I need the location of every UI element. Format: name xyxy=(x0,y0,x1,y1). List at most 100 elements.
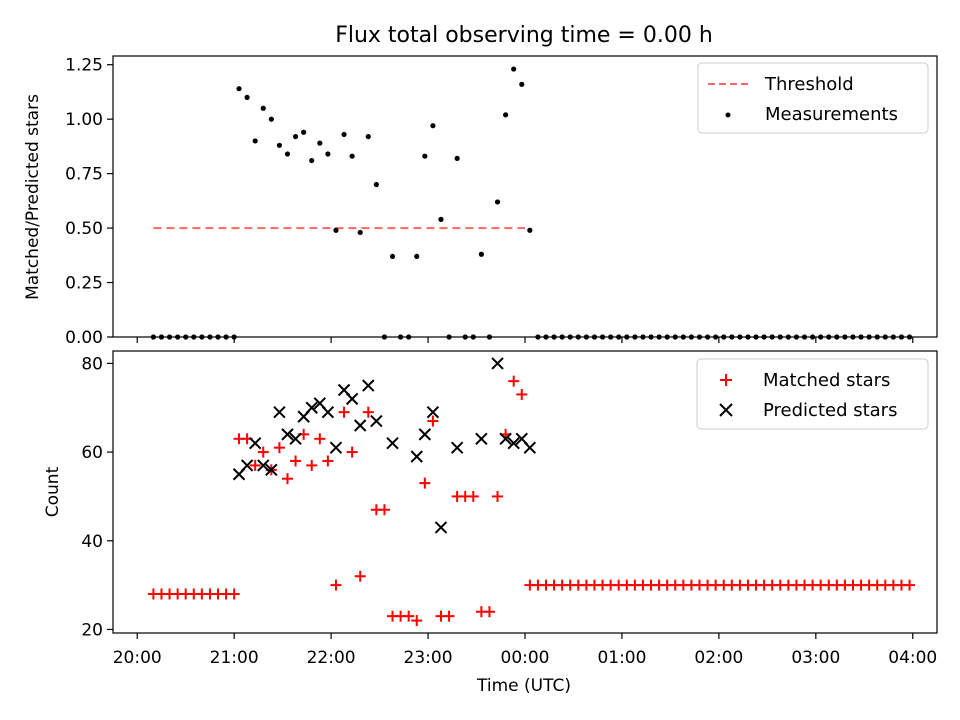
measurements-legend-swatch xyxy=(725,112,731,118)
measurement-point xyxy=(260,105,266,111)
measurement-point xyxy=(365,133,371,140)
matched-legend-label: Matched stars xyxy=(763,370,890,391)
predicted-point xyxy=(450,441,464,454)
predicted-point xyxy=(281,428,294,441)
ratio-y-tick-label: 0.25 xyxy=(65,274,103,294)
threshold-legend-label: Threshold xyxy=(764,74,854,95)
ratio-y-tick-label: 0.00 xyxy=(65,328,103,348)
predicted-point xyxy=(523,441,537,454)
measurement-point xyxy=(325,151,331,157)
predicted-legend-label: Predicted stars xyxy=(763,400,897,421)
ratio-y-label: Matched/Predicted stars xyxy=(23,94,43,300)
matched-point xyxy=(281,473,293,485)
predicted-point xyxy=(434,521,448,534)
matched-point xyxy=(257,446,269,458)
measurement-point xyxy=(292,133,299,140)
matched-point xyxy=(228,588,240,600)
matched-point xyxy=(330,579,342,591)
count-x-tick-label: 00:00 xyxy=(501,648,550,668)
count-y-tick-label: 20 xyxy=(81,620,103,640)
ratio-y-tick-label: 1.25 xyxy=(65,56,103,76)
measurement-point xyxy=(349,153,355,159)
predicted-legend-swatch xyxy=(719,403,733,417)
measurement-point xyxy=(284,151,291,157)
x-axis-label: Time (UTC) xyxy=(476,676,571,696)
count-y-ticks: 20 40 60 80 xyxy=(81,354,113,640)
count-x-tick-label: 04:00 xyxy=(888,648,937,668)
ratio-y-tick-label: 0.75 xyxy=(65,165,103,185)
predicted-point xyxy=(240,459,254,472)
predicted-point xyxy=(370,414,383,428)
measurement-point xyxy=(268,116,274,122)
count-legend: Matched stars Predicted stars xyxy=(696,358,929,430)
matched-point xyxy=(443,610,455,622)
matched-point xyxy=(483,606,495,618)
ratio-panel-frame xyxy=(112,55,938,338)
matched-point xyxy=(403,610,415,622)
count-x-tick-label: 20:00 xyxy=(113,648,162,668)
matched-point xyxy=(427,415,439,427)
predicted-points xyxy=(232,357,537,534)
matched-point xyxy=(411,615,423,627)
matched-point xyxy=(378,504,390,516)
predicted-point xyxy=(410,450,423,463)
measurement-point xyxy=(333,227,339,233)
measurement-point xyxy=(519,81,525,87)
matched-point xyxy=(273,442,285,454)
matched-point xyxy=(338,406,350,418)
predicted-point xyxy=(353,419,367,432)
predicted-point xyxy=(273,405,286,419)
count-y-tick-label: 80 xyxy=(81,354,103,374)
count-x-tick-label: 21:00 xyxy=(210,648,259,668)
matched-point xyxy=(290,455,302,467)
count-y-tick-label: 60 xyxy=(81,443,103,463)
measurement-point xyxy=(389,253,396,260)
measurements-legend-label: Measurements xyxy=(765,104,898,125)
measurement-point xyxy=(309,157,315,164)
predicted-point xyxy=(426,405,440,419)
predicted-point xyxy=(499,432,512,445)
predicted-point xyxy=(418,428,432,441)
predicted-point xyxy=(257,459,270,472)
predicted-point xyxy=(491,357,504,370)
matched-point xyxy=(346,446,358,458)
count-x-tick-label: 23:00 xyxy=(404,648,453,668)
count-x-tick-label: 01:00 xyxy=(597,648,646,668)
matched-point xyxy=(306,459,318,471)
chart-title: Flux total observing time = 0.00 h xyxy=(335,23,713,48)
measurement-point xyxy=(422,153,428,159)
matched-point xyxy=(516,388,528,400)
measurement-point xyxy=(438,216,444,222)
count-x-tick-label: 03:00 xyxy=(791,648,840,668)
matched-point xyxy=(249,459,261,471)
count-legend-box xyxy=(696,358,929,430)
count-y-label: Count xyxy=(43,466,63,517)
measurement-point xyxy=(503,112,509,118)
matched-point xyxy=(508,375,520,387)
ratio-panel: 0.00 0.25 0.50 0.75 1.00 1.25 Matched/Predict… xyxy=(23,55,938,348)
ratio-legend-box xyxy=(697,62,929,134)
measurement-point xyxy=(494,199,501,205)
predicted-point xyxy=(265,463,278,477)
matched-point xyxy=(419,477,431,489)
matched-point xyxy=(354,570,366,582)
ratio-y-ticks: 0.00 0.25 0.50 0.75 1.00 1.25 xyxy=(65,56,113,348)
predicted-point xyxy=(507,437,520,450)
ratio-y-tick-label: 0.50 xyxy=(65,219,103,239)
measurement-point xyxy=(357,229,363,236)
ratio-legend: Threshold Measurements xyxy=(697,62,929,134)
measurement-point xyxy=(414,253,420,260)
matched-point xyxy=(322,455,334,467)
predicted-point xyxy=(321,405,335,419)
count-panel-frame xyxy=(112,350,938,634)
measurement-point xyxy=(454,155,460,161)
matched-legend-swatch xyxy=(720,374,732,386)
measurement-point xyxy=(236,86,242,92)
predicted-point xyxy=(248,437,262,450)
measurement-point xyxy=(373,181,379,188)
predicted-point xyxy=(345,392,359,406)
measurement-point xyxy=(317,140,323,146)
matched-point xyxy=(492,490,504,502)
matched-point xyxy=(314,433,326,445)
